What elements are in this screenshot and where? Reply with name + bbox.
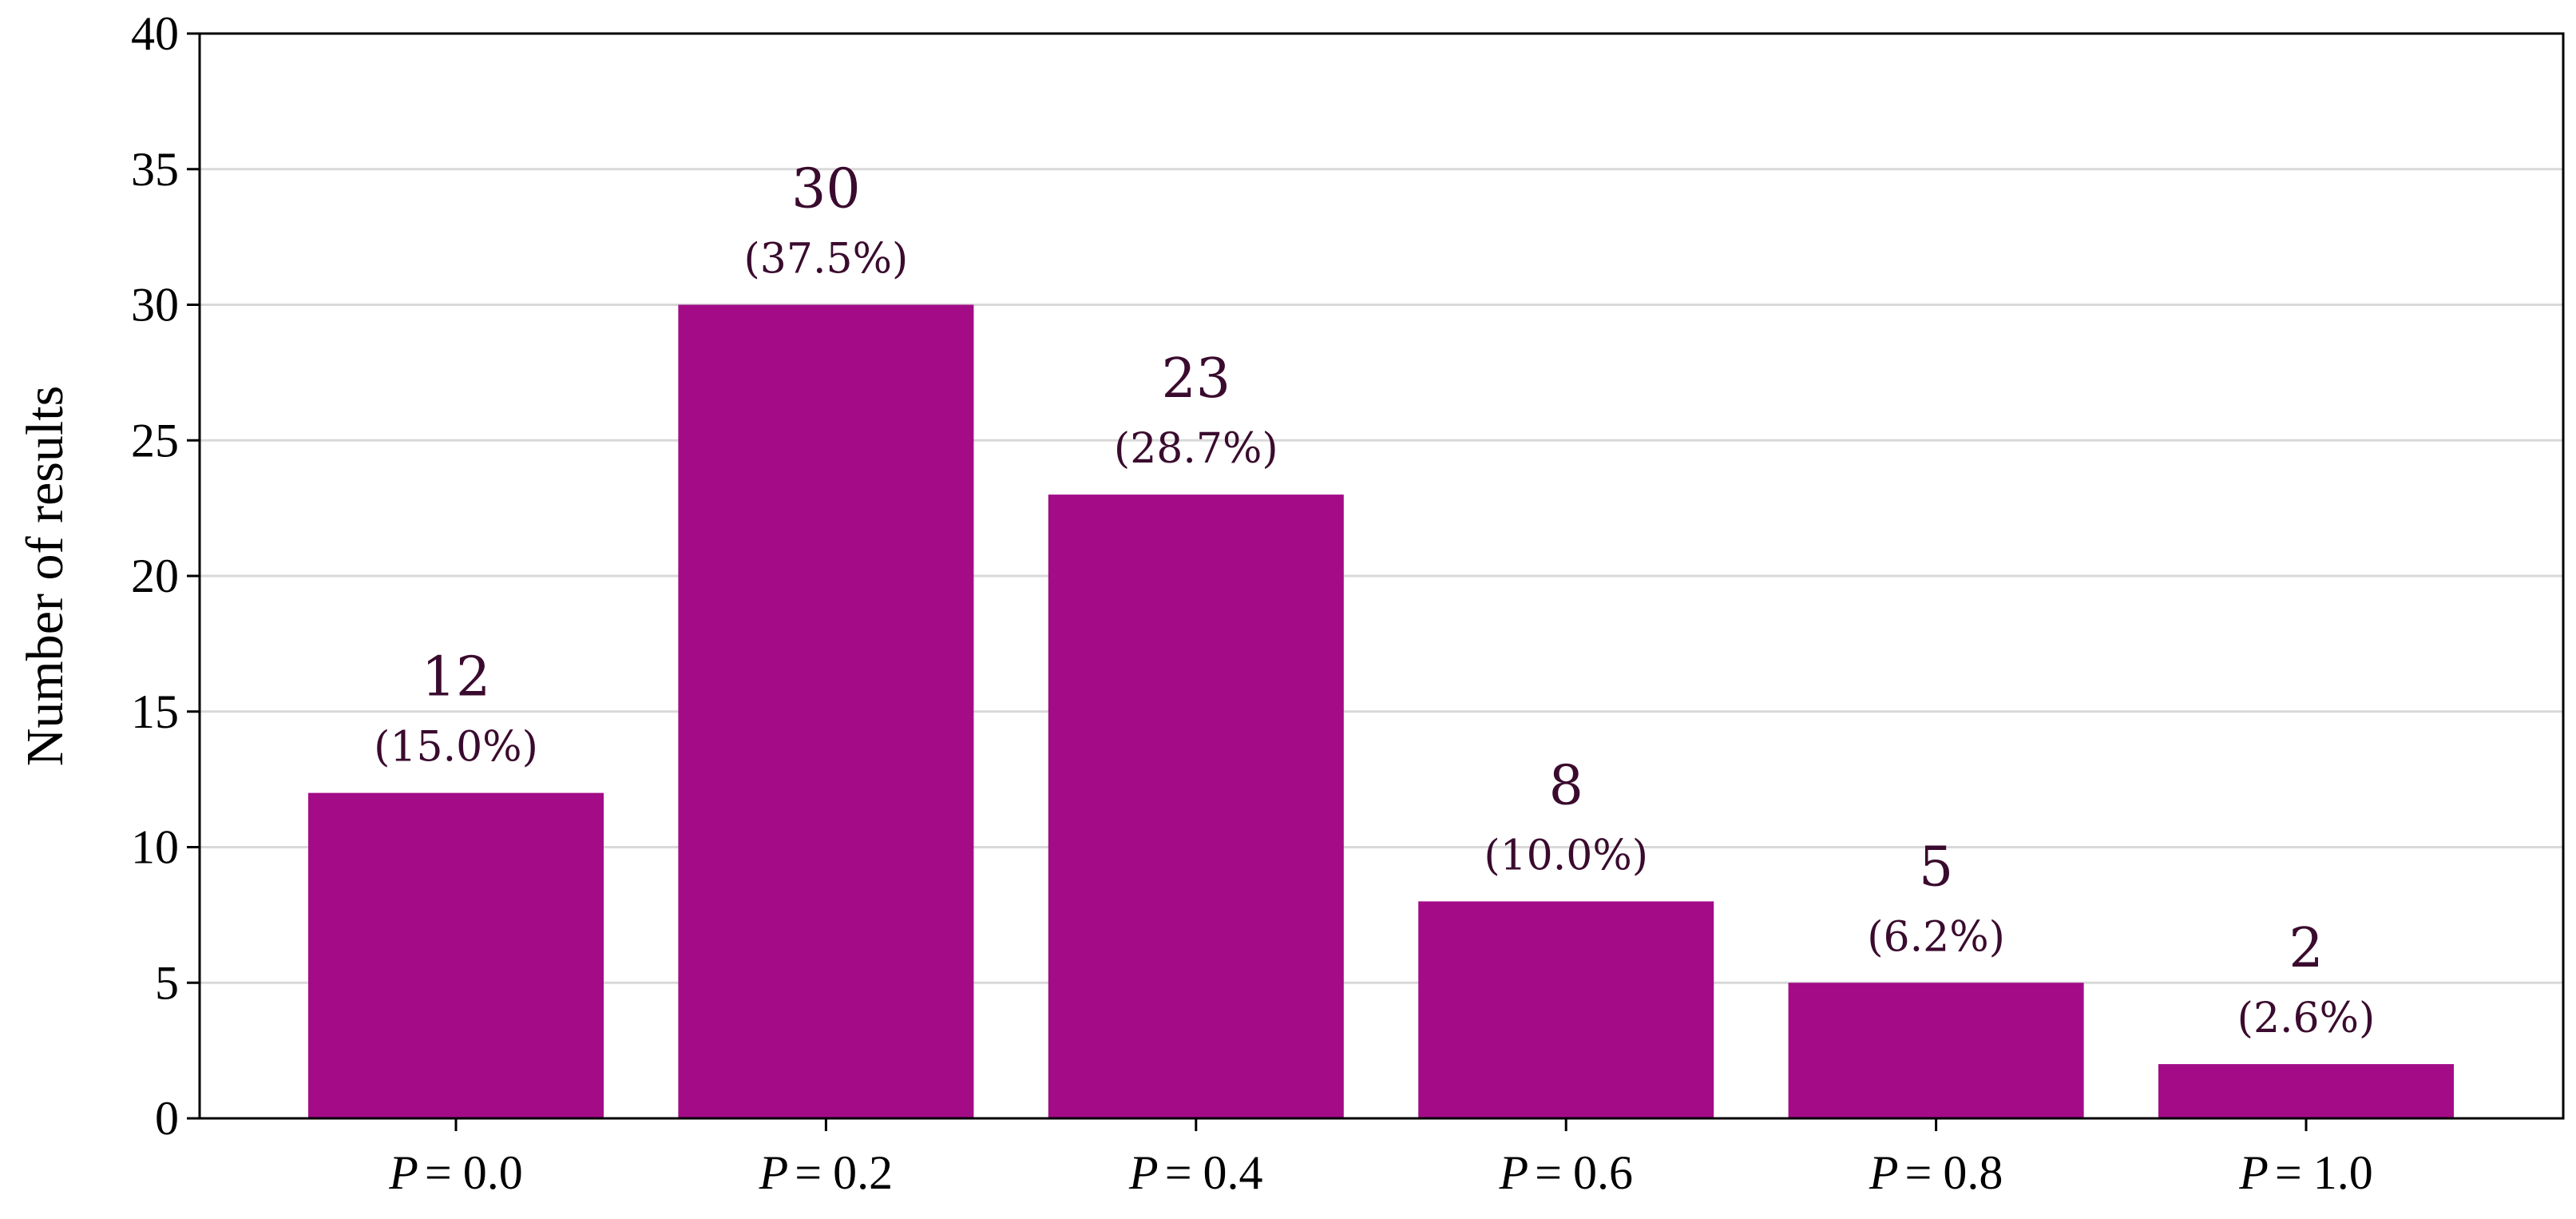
x-tick-label: P = 0.2 [759,1146,894,1199]
x-tick-label: P = 0.0 [388,1146,523,1199]
y-tick-label: 0 [155,1092,179,1145]
x-tick-eq: = [2275,1146,2302,1199]
x-tick-val: 1.0 [2313,1146,2373,1199]
bar [678,304,974,1118]
x-tick-val: 0.8 [1943,1146,2003,1199]
x-tick-var: P [1498,1146,1528,1199]
bar [308,792,604,1118]
percent-label: (6.2%) [1867,913,2005,961]
y-tick-label: 40 [131,7,179,60]
value-label: 8 [1549,754,1583,817]
x-tick-val: 0.6 [1573,1146,1633,1199]
x-tick-eq: = [1535,1146,1562,1199]
x-tick-var: P [1128,1146,1159,1199]
x-tick-label: P = 0.8 [1869,1146,2003,1199]
x-tick-eq: = [795,1146,822,1199]
x-tick-eq: = [1905,1146,1932,1199]
value-label: 30 [791,158,861,221]
y-tick-label: 10 [131,821,179,874]
y-axis-title: Number of results [16,386,74,767]
percent-label: (37.5%) [744,236,909,284]
x-tick-eq: = [425,1146,452,1199]
x-tick-val: 0.0 [463,1146,523,1199]
x-tick-label: P = 0.6 [1498,1146,1633,1199]
bars [308,304,2454,1118]
bar [2158,1064,2454,1118]
bar [1418,901,1714,1118]
x-tick-var: P [2238,1146,2269,1199]
value-label: 23 [1162,347,1231,411]
bar [1048,494,1344,1118]
plot-frame [198,32,2565,1120]
y-tick-label: 20 [131,550,179,602]
value-label: 12 [422,646,491,709]
x-tick-eq: = [1165,1146,1192,1199]
value-label: 2 [2289,917,2323,980]
x-tick-val: 0.4 [1203,1146,1263,1199]
y-tick-label: 5 [155,956,179,1009]
value-label: 5 [1919,836,1953,899]
data-labels: 12 (15.0%) 30 (37.5%) 23 (28.7%) 8 (10.0%) 5 (6.2… [374,158,2375,1043]
percent-label: (2.6%) [2237,995,2376,1042]
y-tick-label: 25 [131,414,179,467]
x-tick-var: P [388,1146,418,1199]
percent-label: (10.0%) [1484,832,1648,880]
x-tick-var: P [759,1146,789,1199]
y-tick-label: 35 [131,143,179,196]
y-tick-label: 30 [131,279,179,332]
x-tick-var: P [1869,1146,1899,1199]
x-tick-val: 0.2 [833,1146,893,1199]
x-tick-label: P = 1.0 [2238,1146,2373,1199]
percent-label: (28.7%) [1114,425,1278,473]
bar [1788,983,2084,1118]
percent-label: (15.0%) [374,724,538,772]
y-tick-label: 15 [131,685,179,738]
x-tick-label: P = 0.4 [1128,1146,1263,1199]
